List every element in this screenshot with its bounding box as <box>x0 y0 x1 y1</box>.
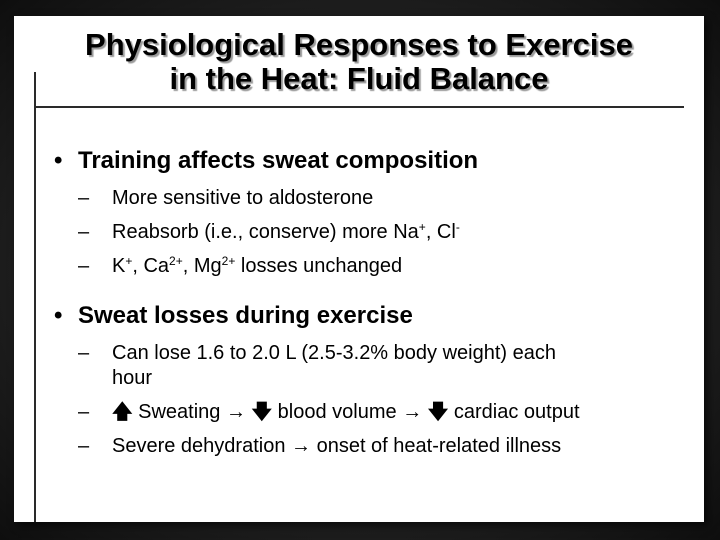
dash: – <box>78 342 90 364</box>
title-line-1: Physiological Responses to Exercise <box>85 27 633 62</box>
up-arrow-icon: 🡅 <box>112 401 133 423</box>
right-arrow-icon: → <box>402 401 423 423</box>
sub-bullet-aldosterone: – More sensitive to aldosterone <box>78 187 374 209</box>
sub-bullet-reabsorb: – Reabsorb (i.e., conserve) more Na+, Cl… <box>78 220 460 243</box>
sub-bullet-ions: – K+, Ca2+, Mg2+ losses unchanged <box>78 254 403 277</box>
horizontal-rule <box>34 106 684 108</box>
dash: – <box>78 401 90 423</box>
down-arrow-icon: 🡇 <box>427 401 449 423</box>
dash: – <box>78 435 90 457</box>
bullet-sweat-losses: Sweat losses during exercise <box>48 301 688 331</box>
title-line-2: in the Heat: Fluid Balance <box>169 61 549 96</box>
slide-content: Training affects sweat composition – Mor… <box>48 146 688 459</box>
dash: – <box>78 255 90 277</box>
dash: – <box>78 221 90 243</box>
down-arrow-icon: 🡇 <box>251 401 273 423</box>
sub-bullet-can-lose: – Can lose 1.6 to 2.0 L (2.5-3.2% body w… <box>78 342 556 389</box>
right-arrow-icon: → <box>225 401 246 423</box>
slide-title: Physiological Responses to Exercise in t… <box>14 28 704 96</box>
bullet-training: Training affects sweat composition <box>48 146 688 176</box>
slide: Physiological Responses to Exercise in t… <box>14 16 704 522</box>
sub-bullet-dehydration: – Severe dehydration → onset of heat-rel… <box>78 435 562 457</box>
right-arrow-icon: → <box>291 435 312 457</box>
sub-bullet-sweating-chain: – 🡅 Sweating → 🡇 blood volume → 🡇 cardia… <box>78 401 580 423</box>
dash: – <box>78 187 90 209</box>
vertical-rule <box>34 72 36 522</box>
